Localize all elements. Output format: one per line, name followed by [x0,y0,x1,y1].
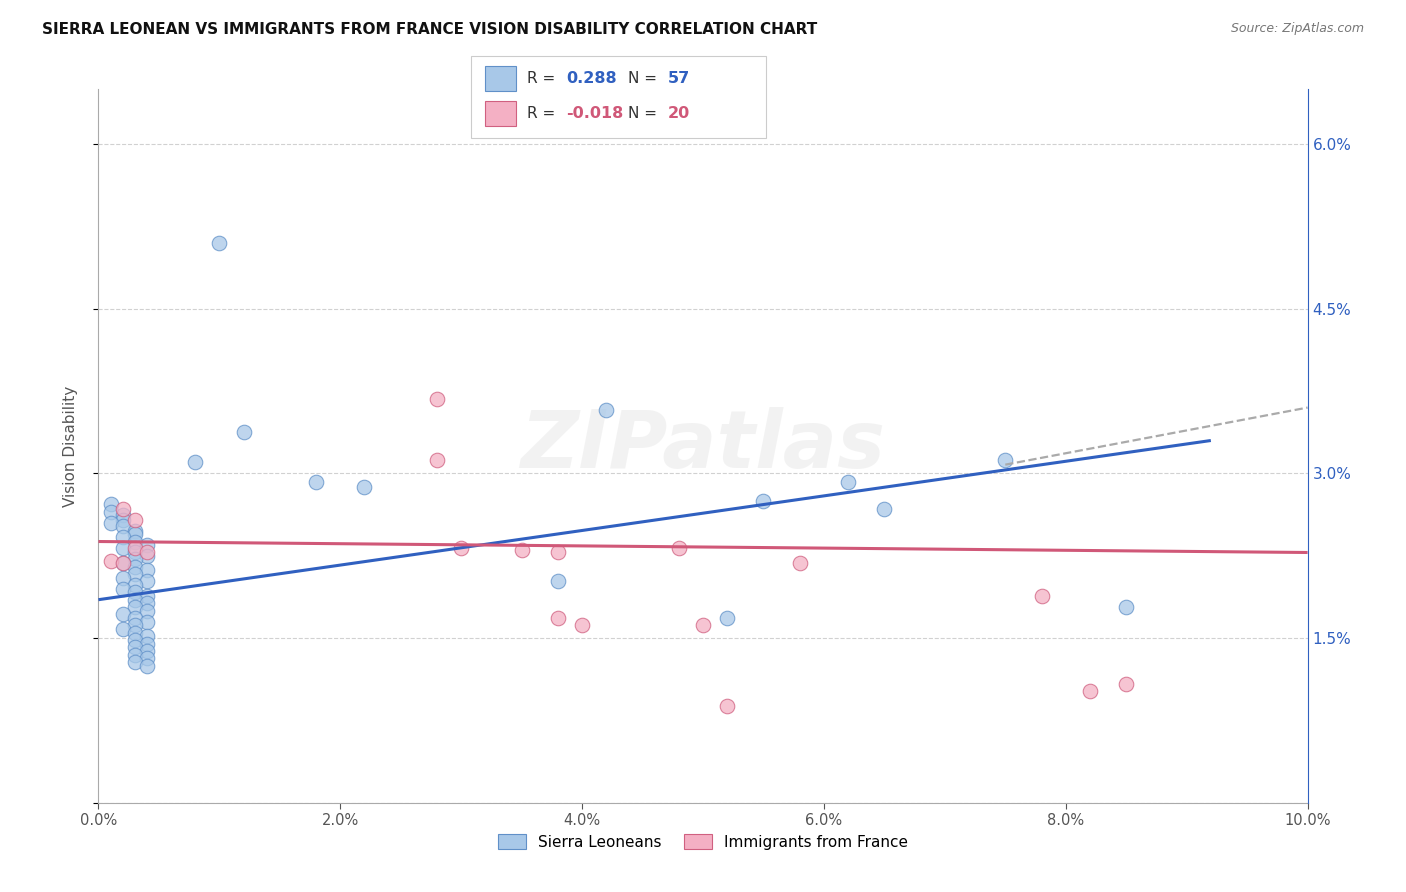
Point [510,543,533,558]
Text: R =: R = [527,70,561,86]
Point [124,618,146,632]
Point [135,651,157,665]
Point [111,582,134,596]
Point [716,611,738,625]
Text: Source: ZipAtlas.com: Source: ZipAtlas.com [1230,22,1364,36]
Point [547,545,569,559]
Point [124,600,146,615]
Point [111,557,134,571]
Point [450,541,472,555]
Point [100,505,122,519]
Text: N =: N = [628,106,662,121]
Point [135,549,157,563]
Point [100,516,122,530]
Point [124,545,146,559]
Point [124,559,146,574]
Point [135,644,157,658]
Point [111,519,134,533]
Point [100,554,122,568]
Point [124,640,146,654]
Text: N =: N = [628,70,662,86]
Point [135,596,157,610]
Point [1115,600,1137,615]
Point [124,655,146,669]
Text: ZIPatlas: ZIPatlas [520,407,886,485]
Point [111,607,134,621]
Point [124,526,146,541]
Point [135,545,157,559]
Point [547,574,569,588]
Point [208,235,231,250]
Y-axis label: Vision Disability: Vision Disability [63,385,77,507]
Point [124,567,146,582]
Point [873,501,896,516]
Point [789,557,811,571]
Point [1031,590,1053,604]
Point [305,475,328,490]
Point [135,538,157,552]
Point [1115,677,1137,691]
Point [135,637,157,651]
Point [124,648,146,662]
Point [111,508,134,523]
Point [135,604,157,618]
Point [571,618,593,632]
Point [135,615,157,629]
Point [135,563,157,577]
Point [837,475,859,490]
Point [426,392,449,406]
Legend: Sierra Leoneans, Immigrants from France: Sierra Leoneans, Immigrants from France [492,828,914,855]
Point [547,611,569,625]
Point [111,557,134,571]
Point [135,658,157,673]
Point [135,590,157,604]
Point [124,524,146,538]
Text: 0.288: 0.288 [567,70,617,86]
Point [124,585,146,599]
Point [595,402,617,417]
Point [124,611,146,625]
Point [111,541,134,555]
Text: SIERRA LEONEAN VS IMMIGRANTS FROM FRANCE VISION DISABILITY CORRELATION CHART: SIERRA LEONEAN VS IMMIGRANTS FROM FRANCE… [42,22,817,37]
Text: 20: 20 [668,106,690,121]
Point [111,501,134,516]
Text: -0.018: -0.018 [567,106,624,121]
Point [232,425,254,439]
Point [111,512,134,526]
Point [124,552,146,566]
Point [124,512,146,526]
Point [111,623,134,637]
Point [124,534,146,549]
Text: 57: 57 [668,70,690,86]
Point [994,453,1017,467]
Point [111,571,134,585]
Point [124,592,146,607]
Point [124,578,146,592]
Point [184,455,207,469]
Point [668,541,690,555]
Point [426,453,449,467]
Point [135,574,157,588]
Point [716,699,738,714]
Point [124,541,146,555]
Point [111,530,134,544]
Point [100,497,122,511]
Point [135,629,157,643]
Point [124,633,146,648]
Point [1078,683,1101,698]
Point [692,618,714,632]
Point [124,625,146,640]
Text: R =: R = [527,106,561,121]
Point [752,494,775,508]
Point [353,480,375,494]
